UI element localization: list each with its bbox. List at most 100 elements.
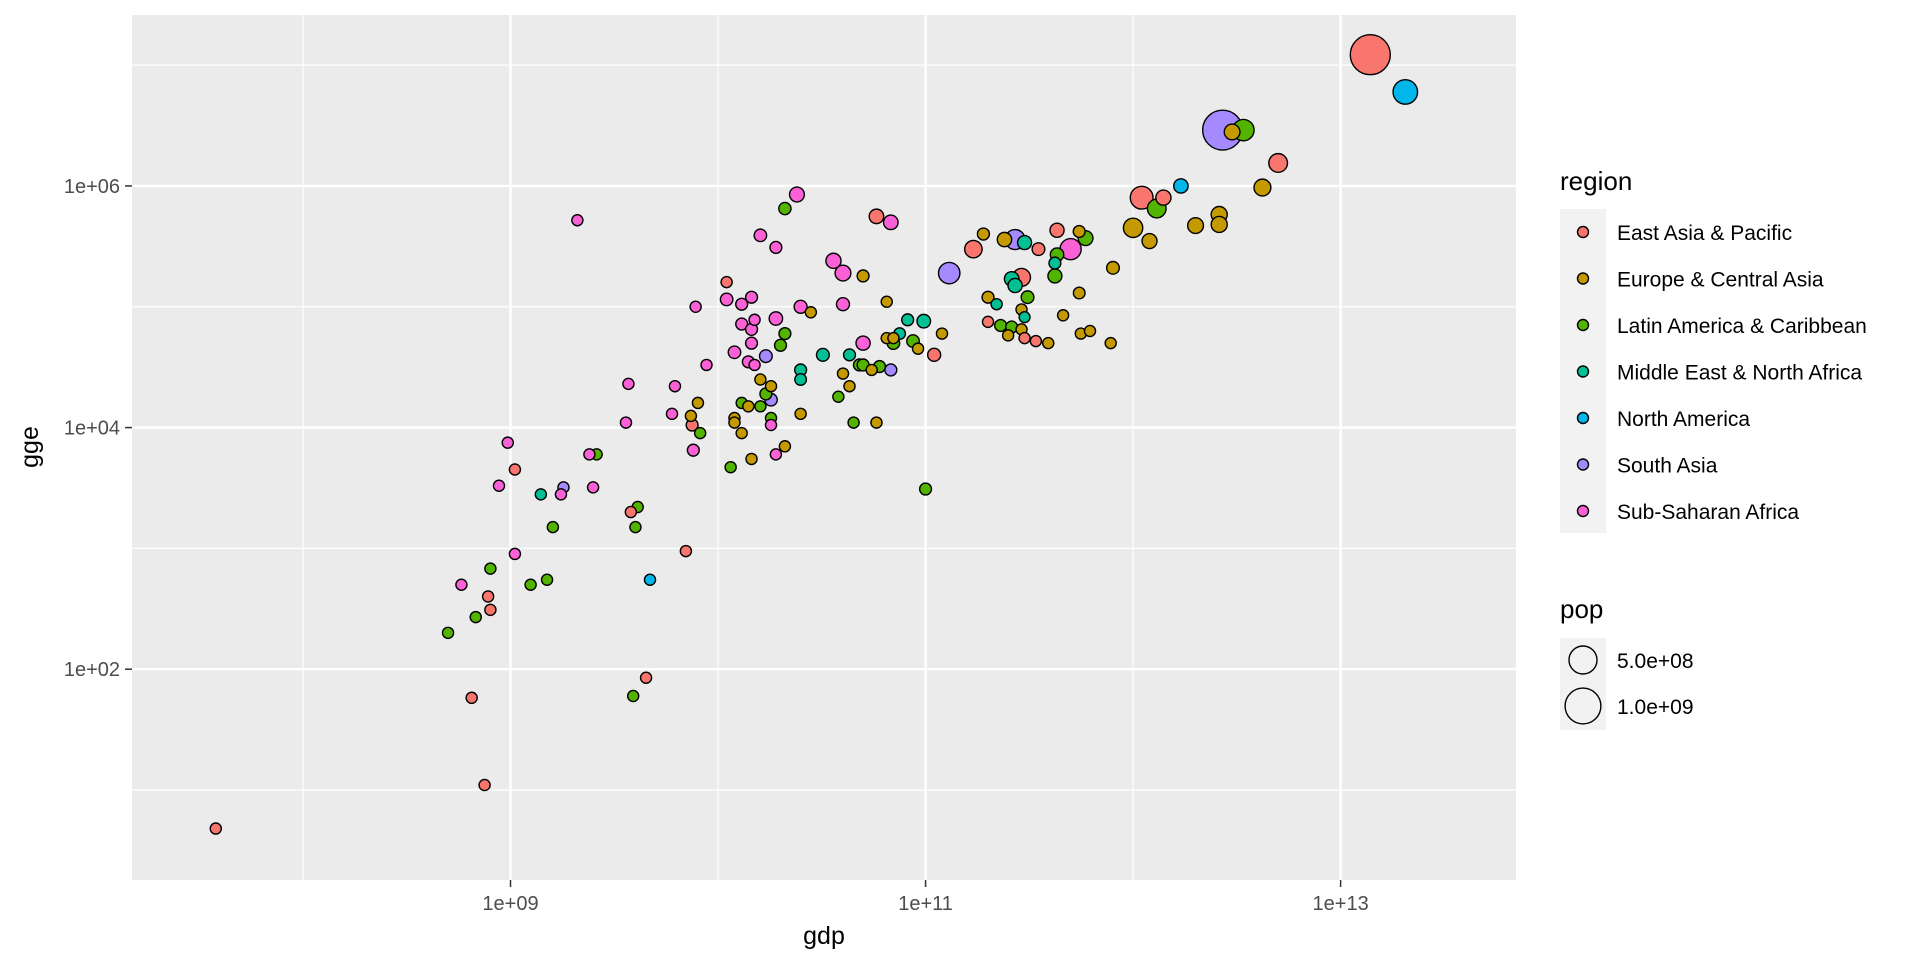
data-point [834, 264, 852, 282]
x-axis-title: gdp [803, 922, 845, 950]
data-point [1268, 152, 1289, 173]
data-point [735, 426, 748, 440]
data-point [911, 342, 925, 355]
data-point [469, 610, 482, 624]
data-point [855, 335, 871, 351]
y-tick-marks [125, 185, 132, 670]
x-tick-marks [509, 880, 1342, 887]
data-point [742, 400, 755, 413]
color-legend-label: South Asia [1617, 455, 1718, 478]
data-point [1018, 311, 1031, 324]
color-legend-key [1576, 225, 1590, 239]
data-point [1129, 185, 1154, 210]
grid-minor-y [132, 64, 1516, 791]
data-point [868, 208, 885, 225]
data-point [748, 313, 761, 327]
data-point [832, 390, 845, 403]
data-point [815, 347, 830, 362]
data-point [665, 407, 679, 421]
data-point [825, 252, 842, 270]
data-point [745, 452, 758, 466]
data-point [1141, 232, 1158, 250]
data-point [583, 448, 596, 461]
data-point [700, 358, 713, 372]
data-point [778, 201, 792, 216]
data-point [668, 379, 682, 393]
data-point [629, 520, 642, 534]
y-tick-label: 1e+04 [64, 418, 120, 440]
x-tick-label: 1e+11 [898, 893, 953, 915]
data-point [1016, 234, 1033, 251]
data-point [963, 239, 983, 259]
data-point [994, 318, 1008, 333]
data-point [1105, 260, 1121, 275]
x-tick-label: 1e+13 [1313, 893, 1369, 915]
y-axis-title: gge [16, 426, 44, 468]
data-point [754, 400, 767, 413]
color-legend-key [1576, 318, 1590, 332]
data-point [492, 479, 506, 492]
color-legend-key [1576, 365, 1590, 378]
data-point [546, 520, 560, 534]
data-point [744, 290, 759, 304]
data-point [935, 327, 949, 340]
data-point [916, 313, 932, 329]
x-tick-labels: 1e+09 1e+11 1e+13 [482, 893, 1368, 915]
data-point [484, 603, 497, 617]
data-point [586, 481, 600, 494]
data-point [622, 377, 635, 391]
data-point [1048, 256, 1062, 270]
data-point [1173, 178, 1189, 194]
color-legend-label: Europe & Central Asia [1617, 269, 1824, 292]
data-point [481, 590, 495, 603]
y-tick-labels: 1e+02 1e+04 1e+06 [64, 176, 120, 681]
size-legend-key [1568, 645, 1598, 675]
data-point [639, 671, 653, 684]
data-point [1072, 286, 1086, 300]
data-point [1018, 331, 1031, 345]
x-tick-label: 1e+09 [482, 893, 538, 915]
data-point [769, 448, 783, 461]
color-legend-label: Sub-Saharan Africa [1617, 501, 1799, 524]
data-point [540, 573, 554, 587]
data-point [554, 488, 568, 501]
color-legend: East Asia & Pacific Europe & Central Asia… [1576, 222, 1867, 524]
data-point [1007, 277, 1023, 294]
data-point [626, 689, 640, 703]
data-point [1047, 268, 1063, 284]
data-point [1049, 222, 1065, 238]
data-point [501, 436, 515, 449]
data-point [842, 348, 857, 362]
data-point [455, 578, 468, 592]
data-point [719, 292, 734, 307]
size-legend-label: 1.0e+09 [1617, 696, 1694, 719]
color-legend-label: East Asia & Pacific [1617, 222, 1792, 245]
data-point [744, 336, 759, 350]
data-point [441, 626, 455, 640]
data-point [865, 363, 878, 377]
data-point [996, 231, 1013, 248]
data-point [484, 562, 497, 575]
data-point [753, 228, 768, 243]
data-point [835, 297, 851, 312]
data-point [1041, 336, 1055, 350]
data-point [724, 460, 737, 474]
data-point [684, 409, 698, 423]
size-legend-title: pop [1560, 594, 1603, 624]
data-point [778, 440, 792, 453]
data-point [843, 379, 856, 393]
data-point [793, 299, 808, 314]
data-point [534, 488, 548, 501]
grid-major-y [132, 184, 1516, 671]
color-legend-title: region [1560, 166, 1632, 196]
color-legend-key [1576, 504, 1590, 518]
data-point [1122, 217, 1144, 239]
data-point [769, 240, 783, 255]
data-point [619, 416, 633, 429]
data-point [773, 338, 788, 352]
data-point [794, 407, 807, 421]
color-legend-key [1576, 411, 1590, 425]
data-point [887, 331, 900, 345]
data-point [571, 214, 584, 227]
